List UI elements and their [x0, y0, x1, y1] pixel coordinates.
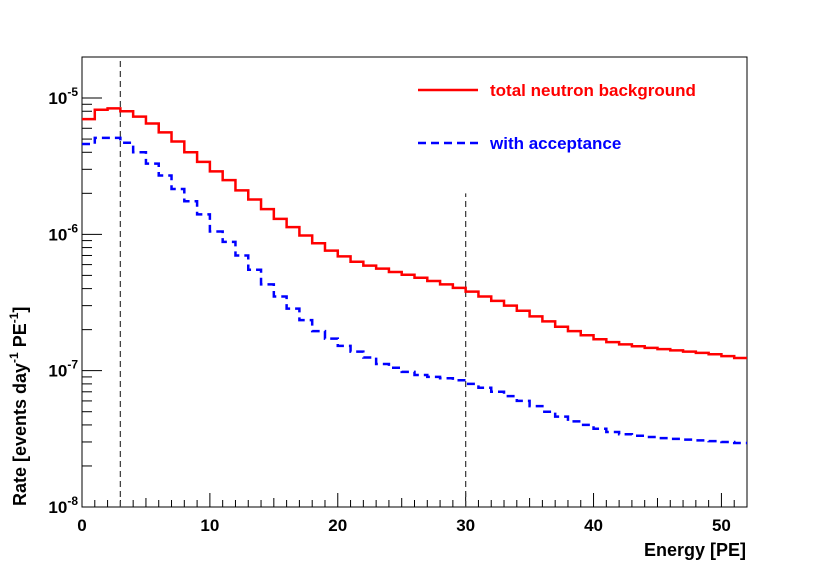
- x-tick-label-2: 20: [328, 516, 347, 535]
- y-tick-label-3: 10-5: [48, 85, 78, 108]
- legend: total neutron background with acceptance: [418, 81, 696, 153]
- series-group: [82, 107, 747, 445]
- legend-label-acceptance: with acceptance: [489, 134, 621, 153]
- x-tick-label-3: 30: [456, 516, 475, 535]
- threshold-lines: [119, 57, 467, 507]
- axis-ticks: [81, 56, 748, 508]
- series-line-1: [82, 136, 747, 445]
- legend-label-total: total neutron background: [490, 81, 696, 100]
- x-axis-title: Energy [PE]: [644, 540, 746, 560]
- x-tick-label-1: 10: [200, 516, 219, 535]
- y-tick-label-2: 10-6: [48, 221, 78, 244]
- y-axis-title: Rate [events day-1 PE-1]: [7, 307, 30, 506]
- x-tick-labels: 0 10 20 30 40 50: [77, 516, 731, 535]
- x-tick-label-5: 50: [712, 516, 731, 535]
- x-tick-label-0: 0: [77, 516, 86, 535]
- y-tick-label-0: 10-8: [48, 494, 78, 517]
- y-tick-label-1: 10-7: [48, 358, 78, 381]
- plot-frame: [81, 56, 748, 508]
- series-line-0: [82, 107, 747, 360]
- x-tick-label-4: 40: [584, 516, 603, 535]
- y-tick-labels: 10-8 10-7 10-6 10-5: [48, 85, 78, 517]
